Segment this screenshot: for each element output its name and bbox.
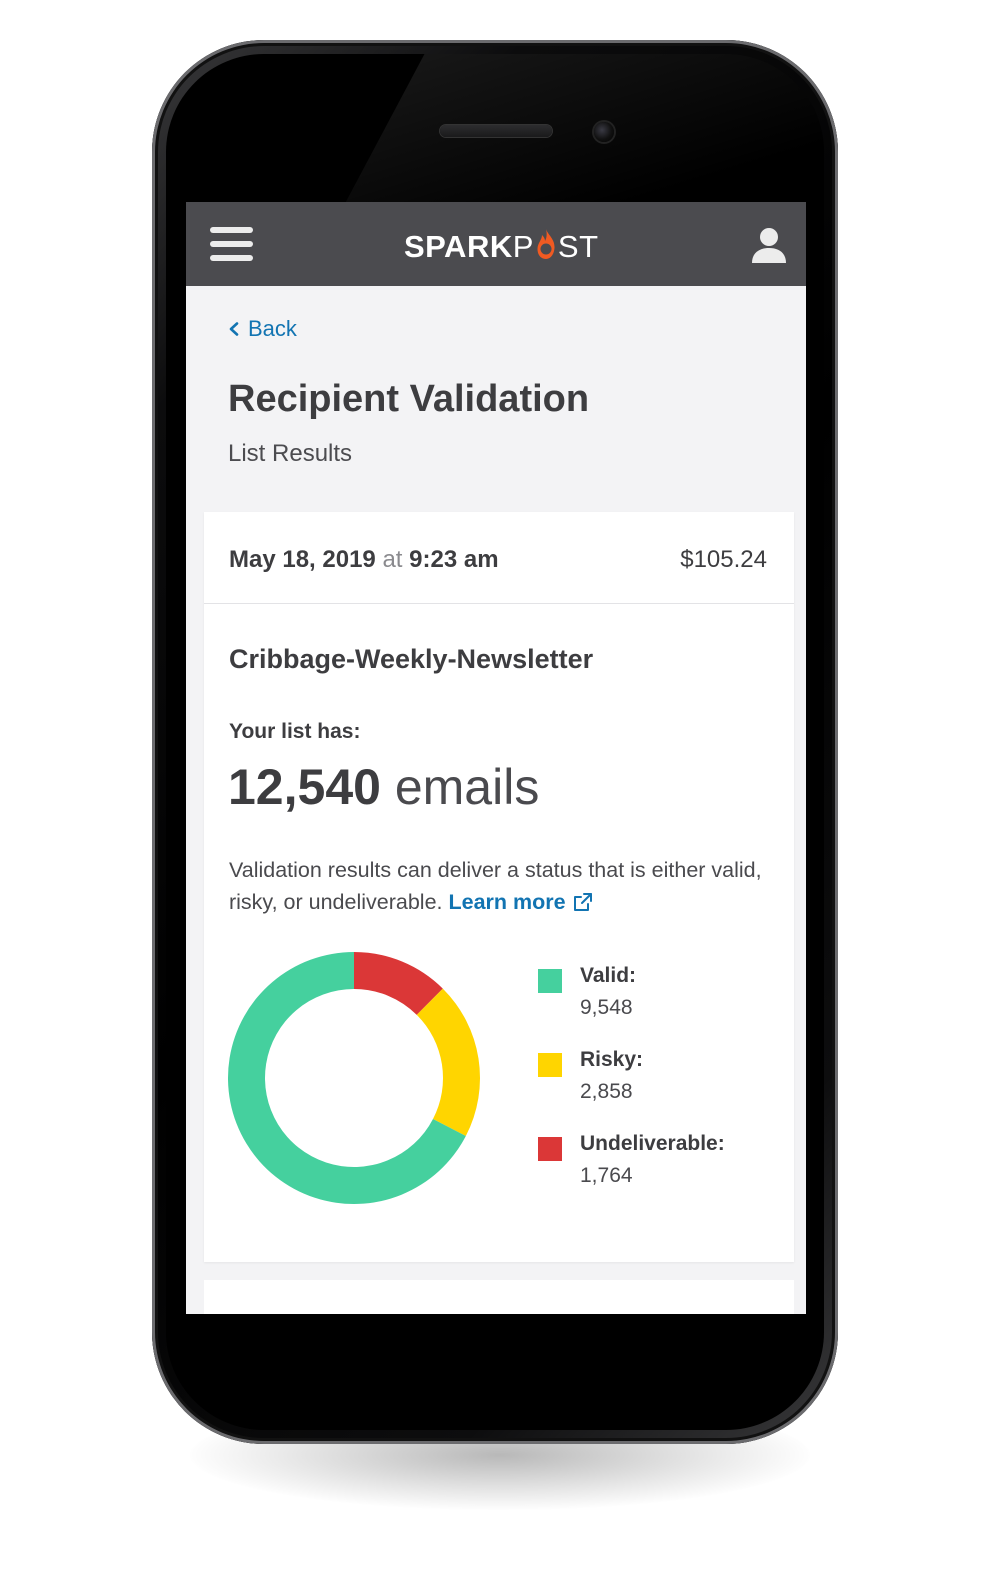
menu-line	[210, 255, 253, 261]
legend-label: Undeliverable:	[580, 1132, 725, 1155]
donut-slice-risky	[416, 988, 480, 1137]
legend-swatch	[538, 1137, 562, 1161]
flame-icon	[537, 229, 555, 259]
time-text: 9:23 am	[409, 546, 499, 573]
legend-swatch	[538, 969, 562, 993]
back-link[interactable]: Back	[228, 316, 297, 342]
learn-more-label: Learn more	[448, 890, 566, 914]
user-icon[interactable]	[750, 226, 788, 264]
back-label: Back	[248, 316, 297, 341]
validation-price: $105.24	[680, 546, 767, 573]
logo-st-text: ST	[557, 229, 599, 264]
logo-spark-text: SPARK	[404, 229, 513, 264]
menu-line	[210, 241, 253, 247]
top-bar: SPARKP ST	[186, 202, 806, 286]
legend-value: 9,548	[580, 996, 633, 1019]
description-text: Validation results can deliver a status …	[229, 858, 762, 914]
donut-slice-undeliverable	[354, 952, 443, 1015]
legend-value: 1,764	[580, 1164, 633, 1187]
donut-slice-valid	[228, 952, 466, 1204]
next-card	[204, 1280, 794, 1314]
results-card-header: May 18, 2019 at 9:23 am $105.24	[204, 512, 794, 604]
app-screen: SPARKP ST Back Recipient Validation List…	[186, 202, 806, 1314]
legend-label: Risky:	[580, 1048, 644, 1071]
validation-description: Validation results can deliver a status …	[229, 854, 769, 918]
list-name: Cribbage-Weekly-Newsletter	[229, 644, 594, 674]
page-subtitle: List Results	[228, 440, 353, 467]
email-unit: emails	[394, 759, 540, 815]
phone-speaker	[440, 125, 552, 137]
legend-swatch	[538, 1053, 562, 1077]
legend-value: 2,858	[580, 1080, 633, 1103]
hamburger-menu-icon[interactable]	[210, 226, 254, 262]
legend-label: Valid:	[580, 964, 637, 987]
list-has-label: Your list has:	[229, 720, 361, 743]
date-at-text: at	[382, 546, 403, 573]
legend-item: Undeliverable: 1,764	[538, 1132, 788, 1216]
results-card: May 18, 2019 at 9:23 am $105.24 Cribbage…	[204, 512, 794, 1262]
learn-more-link[interactable]: Learn more	[448, 890, 593, 914]
legend-item: Risky: 2,858	[538, 1048, 788, 1132]
validation-donut-chart	[228, 952, 480, 1204]
sparkpost-logo[interactable]: SPARKP ST	[404, 228, 599, 268]
email-count-line: 12,540 emails	[228, 758, 539, 816]
external-link-icon	[573, 893, 592, 911]
legend-item: Valid: 9,548	[538, 964, 788, 1048]
chart-legend: Valid: 9,548 Risky: 2,858 Undeliverable: 1,76…	[538, 964, 788, 1216]
phone-camera	[594, 122, 614, 142]
page-title: Recipient Validation	[228, 378, 590, 420]
validation-date: May 18, 2019 at 9:23 am	[229, 546, 499, 574]
logo-p-text: P	[512, 229, 534, 264]
menu-line	[210, 227, 253, 233]
date-text: May 18, 2019	[229, 546, 376, 573]
email-count: 12,540	[228, 759, 381, 815]
chevron-left-icon	[229, 322, 239, 336]
